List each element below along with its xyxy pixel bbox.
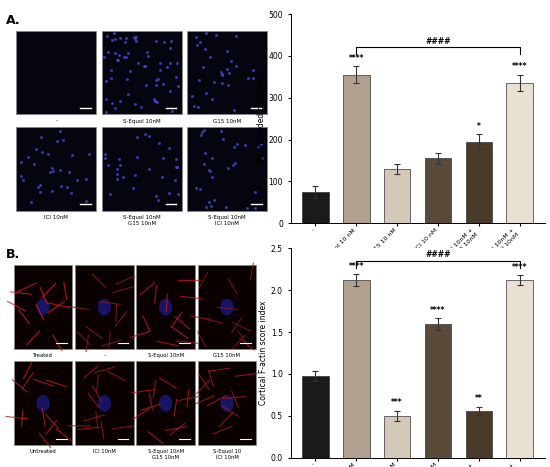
Text: S-Equol 10
ICI 10nM: S-Equol 10 ICI 10nM [213,449,241,460]
Ellipse shape [220,395,234,411]
Text: -: - [103,353,105,358]
FancyBboxPatch shape [197,265,256,349]
Ellipse shape [98,395,111,411]
Y-axis label: Total invaded cells/field: Total invaded cells/field [256,73,266,164]
FancyBboxPatch shape [136,265,195,349]
Bar [343,280,370,458]
Text: S-Equol 10nM
ICI 10nM: S-Equol 10nM ICI 10nM [208,215,246,226]
Text: G15 10nM: G15 10nM [213,353,240,358]
Bar [507,83,533,223]
Text: ****: **** [349,262,364,271]
FancyBboxPatch shape [102,127,182,211]
Text: ****: **** [512,63,527,71]
Bar [425,158,451,223]
FancyBboxPatch shape [16,31,96,114]
Bar [384,416,410,458]
Text: ####: #### [425,250,451,259]
FancyBboxPatch shape [187,31,267,114]
Text: S-Equol 10nM: S-Equol 10nM [123,119,161,124]
Text: ####: #### [425,37,451,46]
FancyBboxPatch shape [14,361,72,445]
Bar [465,142,492,223]
FancyBboxPatch shape [14,265,72,349]
Text: ****: **** [512,263,527,272]
Bar [465,411,492,458]
Text: *: * [477,122,481,131]
FancyBboxPatch shape [187,127,267,211]
Ellipse shape [36,395,50,411]
Ellipse shape [220,298,234,315]
Text: S-Equol 10nM
G15 10nM: S-Equol 10nM G15 10nM [147,449,184,460]
FancyBboxPatch shape [136,361,195,445]
Text: A.: A. [6,14,20,27]
FancyBboxPatch shape [102,31,182,114]
Bar [507,280,533,458]
Text: ****: **** [430,305,446,314]
Text: Treated: Treated [33,353,53,358]
FancyBboxPatch shape [75,361,134,445]
Bar [302,376,329,458]
Bar [302,192,329,223]
Text: ICI 10nM: ICI 10nM [93,449,116,454]
FancyBboxPatch shape [16,127,96,211]
Ellipse shape [36,298,50,315]
FancyBboxPatch shape [197,361,256,445]
Text: B.: B. [6,248,20,262]
Text: ***: *** [391,398,403,407]
Ellipse shape [159,395,172,411]
Bar [425,324,451,458]
Y-axis label: Cortical F-actin score index: Cortical F-actin score index [259,301,268,405]
Bar [343,75,370,223]
Text: -: - [56,119,57,124]
Ellipse shape [98,298,111,315]
Text: S-Equol 10nM: S-Equol 10nM [147,353,184,358]
FancyBboxPatch shape [75,265,134,349]
Text: Untreated: Untreated [30,449,56,454]
Text: S-Equol 10nM
G15 10nM: S-Equol 10nM G15 10nM [123,215,161,226]
Bar [384,169,410,223]
Text: **: ** [475,394,483,403]
Text: ****: **** [349,54,364,63]
Ellipse shape [159,298,172,315]
Text: ICI 10nM: ICI 10nM [45,215,68,220]
Text: G15 10nM: G15 10nM [213,119,241,124]
